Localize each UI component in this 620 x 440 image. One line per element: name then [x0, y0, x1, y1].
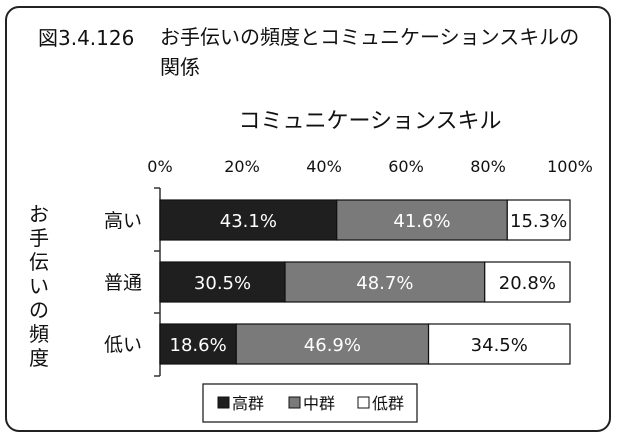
bar-segment — [159, 323, 237, 365]
x-tick-label: 20% — [224, 157, 260, 176]
x-tick-label: 40% — [306, 157, 342, 176]
bar-segment — [235, 323, 430, 365]
figure-title: お手伝いの頻度とコミュニケーションスキルの関係 — [160, 25, 580, 79]
data-label: 43.1% — [220, 211, 277, 232]
bar-segment — [484, 261, 571, 303]
data-label: 34.5% — [471, 335, 528, 356]
legend-label: 中群 — [303, 394, 335, 413]
bar-segment — [159, 261, 286, 303]
category-label: 高い — [104, 210, 142, 232]
bar-segment — [506, 199, 571, 241]
legend-swatch — [288, 396, 301, 409]
data-label: 15.3% — [510, 211, 567, 232]
bar-segment — [427, 323, 571, 365]
legend-label: 高群 — [232, 394, 264, 413]
chart-title: コミュニケーションスキル — [238, 109, 501, 134]
x-tick-label: 0% — [147, 157, 172, 176]
data-label: 18.6% — [170, 335, 227, 356]
data-label: 20.8% — [499, 273, 556, 294]
legend-label: 低群 — [372, 394, 404, 413]
x-tick-label: 60% — [388, 157, 424, 176]
y-axis-title: お手伝いの頻度 — [29, 202, 49, 370]
data-label: 30.5% — [194, 273, 251, 294]
legend-box — [202, 383, 418, 423]
data-label: 41.6% — [393, 211, 450, 232]
legend-swatch — [357, 396, 370, 409]
data-label: 46.9% — [304, 335, 361, 356]
category-label: 低い — [104, 334, 142, 356]
data-label: 48.7% — [356, 273, 413, 294]
figure-number: 図3.4.126 — [38, 26, 135, 50]
category-label: 普通 — [104, 272, 142, 294]
x-tick-label: 100% — [547, 157, 593, 176]
legend-swatch — [217, 396, 230, 409]
x-tick-label: 80% — [470, 157, 506, 176]
bar-segment — [284, 261, 486, 303]
